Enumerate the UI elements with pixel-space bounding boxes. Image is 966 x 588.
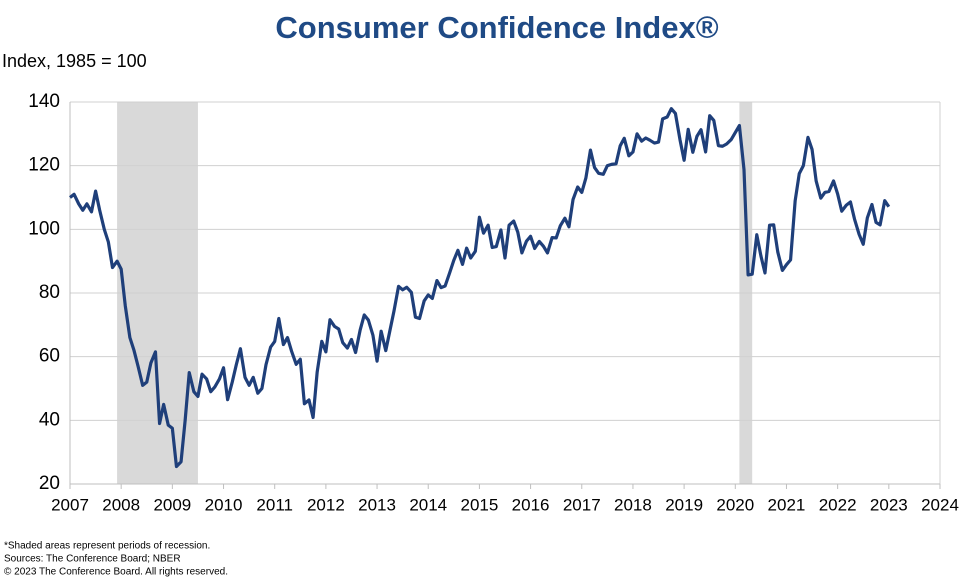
x-tick-label: 2016 bbox=[512, 495, 550, 514]
y-tick-label: 60 bbox=[39, 346, 60, 367]
y-tick-label: 80 bbox=[39, 282, 60, 303]
footnote: Sources: The Conference Board; NBER bbox=[4, 554, 181, 565]
y-tick-label: 120 bbox=[28, 155, 60, 176]
footnote: *Shaded areas represent periods of reces… bbox=[4, 541, 210, 552]
y-tick-label: 100 bbox=[28, 218, 60, 239]
x-tick-label: 2017 bbox=[563, 495, 601, 514]
x-tick-label: 2018 bbox=[614, 495, 652, 514]
y-axis-label: Index, 1985 = 100 bbox=[2, 51, 147, 71]
y-tick-label: 20 bbox=[39, 473, 60, 494]
x-tick-label: 2020 bbox=[716, 495, 754, 514]
x-tick-label: 2024 bbox=[921, 495, 959, 514]
x-tick-label: 2012 bbox=[307, 495, 345, 514]
x-tick-label: 2010 bbox=[205, 495, 243, 514]
chart-title: Consumer Confidence Index® bbox=[275, 10, 718, 45]
index-line bbox=[69, 107, 891, 469]
x-tick-label: 2019 bbox=[665, 495, 703, 514]
x-tick-label: 2011 bbox=[256, 495, 293, 514]
y-tick-label: 40 bbox=[39, 409, 60, 430]
x-tick-label: 2015 bbox=[460, 495, 498, 514]
x-tick-label: 2007 bbox=[51, 495, 89, 514]
x-tick-label: 2013 bbox=[358, 495, 396, 514]
x-tick-label: 2014 bbox=[409, 495, 447, 514]
x-tick-label: 2021 bbox=[768, 495, 806, 514]
x-tick-label: 2023 bbox=[870, 495, 908, 514]
x-tick-label: 2022 bbox=[819, 495, 857, 514]
footnote: © 2023 The Conference Board. All rights … bbox=[4, 567, 228, 578]
x-tick-label: 2008 bbox=[102, 495, 140, 514]
x-tick-label: 2009 bbox=[153, 495, 191, 514]
y-tick-label: 140 bbox=[28, 91, 60, 112]
